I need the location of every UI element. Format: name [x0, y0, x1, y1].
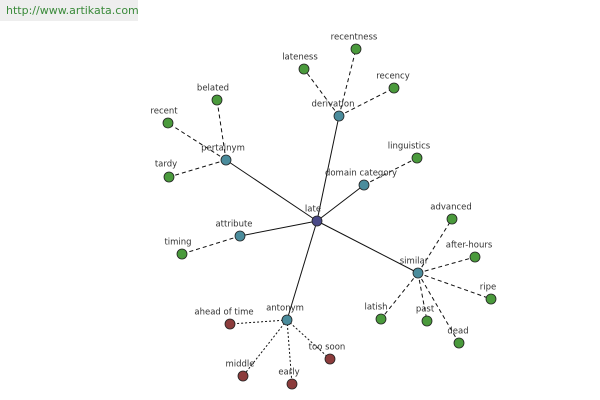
- edge: [338, 48, 357, 117]
- node-label: lateness: [282, 53, 318, 63]
- node: [220, 154, 232, 166]
- node-label: past: [416, 305, 435, 315]
- node: [298, 63, 310, 75]
- node-label: dead: [447, 327, 468, 337]
- edge: [417, 256, 476, 274]
- node: [453, 337, 465, 349]
- site-url: http://www.artikata.com: [0, 0, 139, 21]
- node: [411, 152, 423, 164]
- node-label: ripe: [480, 283, 496, 293]
- node-label: similar: [400, 257, 429, 267]
- node-label: after-hours: [446, 241, 493, 251]
- node-label: late: [305, 205, 321, 215]
- edge: [303, 68, 340, 117]
- edge: [363, 157, 418, 186]
- edge: [338, 87, 395, 117]
- edge: [417, 272, 428, 322]
- node: [350, 43, 362, 55]
- node-label: recency: [376, 72, 410, 82]
- edge: [216, 99, 227, 161]
- node-label: domain category: [325, 169, 397, 179]
- edge: [380, 272, 419, 320]
- edge: [316, 115, 340, 222]
- edge: [417, 272, 492, 300]
- edge: [168, 159, 227, 178]
- edge: [167, 122, 227, 161]
- node: [286, 378, 298, 390]
- node-label: pertainym: [201, 144, 245, 154]
- node: [224, 318, 236, 330]
- node: [375, 313, 387, 325]
- edge: [286, 220, 318, 321]
- node-label: early: [278, 368, 299, 378]
- edge: [417, 218, 453, 274]
- node: [163, 171, 175, 183]
- edge: [239, 220, 318, 237]
- node-label: too soon: [309, 343, 346, 353]
- node-label: recentness: [331, 33, 378, 43]
- node: [176, 248, 188, 260]
- node: [485, 293, 497, 305]
- node: [234, 230, 246, 242]
- node-label: linguistics: [388, 142, 431, 152]
- node: [237, 370, 249, 382]
- node-label: belated: [197, 84, 229, 94]
- node-label: ahead of time: [194, 308, 253, 318]
- node-label: latish: [364, 303, 387, 313]
- edge: [286, 319, 293, 385]
- node: [388, 82, 400, 94]
- node: [412, 267, 424, 279]
- node-label: antonym: [266, 304, 304, 314]
- node: [469, 251, 481, 263]
- node: [421, 315, 433, 327]
- edge: [225, 159, 318, 222]
- node-label: timing: [164, 238, 191, 248]
- node: [311, 215, 323, 227]
- edge: [286, 319, 331, 360]
- node: [333, 110, 345, 122]
- node: [446, 213, 458, 225]
- node-label: recent: [150, 107, 178, 117]
- node: [358, 179, 370, 191]
- node: [162, 117, 174, 129]
- edge: [181, 235, 241, 255]
- node: [211, 94, 223, 106]
- node-label: derivation: [311, 100, 354, 110]
- edge: [316, 184, 365, 222]
- node-label: middle: [225, 360, 254, 370]
- node-label: tardy: [155, 160, 177, 170]
- edge: [316, 220, 419, 274]
- node: [324, 353, 336, 365]
- node-label: advanced: [430, 203, 472, 213]
- node: [281, 314, 293, 326]
- node-label: attribute: [215, 220, 252, 230]
- edge: [229, 319, 288, 325]
